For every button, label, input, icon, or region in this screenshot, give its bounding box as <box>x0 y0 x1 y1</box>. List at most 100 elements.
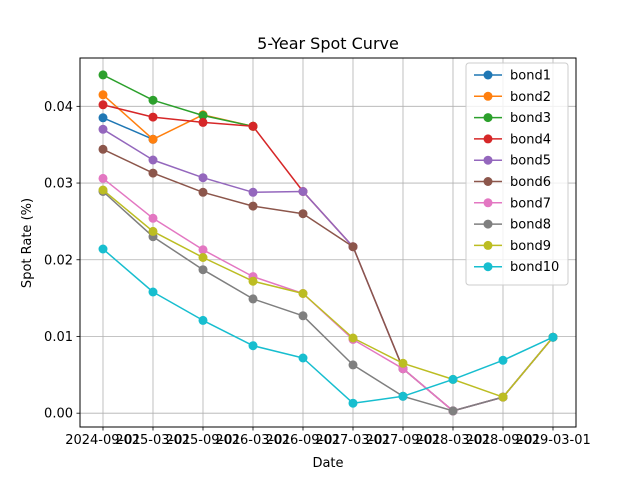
data-point <box>448 374 458 384</box>
legend-item-bond4: bond4 <box>474 132 551 147</box>
legend-marker <box>483 113 493 123</box>
data-point <box>148 168 158 178</box>
legend-item-bond10: bond10 <box>474 260 559 275</box>
series-bond10 <box>98 244 558 408</box>
data-point <box>148 95 158 105</box>
data-point <box>198 265 208 275</box>
legend-marker <box>483 198 493 208</box>
x-tick-label: 2025-03-01 <box>115 433 191 448</box>
legend-label: bond5 <box>510 154 551 169</box>
data-point <box>298 187 308 196</box>
series-line <box>102 189 554 398</box>
legend-label: bond3 <box>510 111 551 126</box>
legend-item-bond7: bond7 <box>474 196 551 211</box>
data-point <box>248 121 258 131</box>
y-tick-label: 0.01 <box>44 330 73 345</box>
legend-item-bond6: bond6 <box>474 175 551 190</box>
data-point <box>348 242 358 252</box>
legend-marker <box>483 219 493 229</box>
data-point <box>148 155 158 165</box>
legend-label: bond10 <box>510 260 559 275</box>
data-point <box>148 134 158 144</box>
data-point <box>548 332 558 342</box>
data-point <box>498 355 508 365</box>
legend-label: bond6 <box>510 175 551 190</box>
data-point <box>198 117 208 127</box>
series-line <box>102 248 554 404</box>
legend-marker <box>483 240 493 250</box>
data-point <box>298 209 308 219</box>
data-point <box>398 358 408 368</box>
y-axis-title: Spot Rate (%) <box>20 198 35 288</box>
legend-item-bond5: bond5 <box>474 154 551 169</box>
legend-marker <box>483 177 493 186</box>
data-point <box>448 406 458 416</box>
legend-marker <box>483 155 493 165</box>
legend-marker <box>483 91 493 101</box>
y-tick-label: 0.02 <box>44 253 73 268</box>
legend-label: bond9 <box>510 239 551 254</box>
legend-label: bond7 <box>510 196 551 211</box>
data-point <box>248 187 258 197</box>
data-point <box>298 353 308 363</box>
data-point <box>348 398 358 408</box>
data-point <box>348 333 358 343</box>
x-tick-label: 2028-03-01 <box>415 433 491 448</box>
y-tick-label: 0.03 <box>44 177 73 192</box>
data-point <box>248 276 258 286</box>
data-point <box>98 70 108 80</box>
series-line <box>102 74 254 128</box>
x-tick-label: 2026-03-01 <box>215 433 291 448</box>
legend-label: bond4 <box>510 132 551 147</box>
data-point <box>248 341 258 351</box>
data-point <box>398 391 408 401</box>
data-point <box>198 315 208 325</box>
legend-marker <box>483 134 493 144</box>
data-point <box>198 245 208 255</box>
legend-label: bond1 <box>510 69 551 84</box>
x-tick-label: 2027-09-01 <box>365 433 441 448</box>
series-line <box>102 190 554 412</box>
data-point <box>98 185 108 195</box>
plot-area-frame <box>79 57 577 428</box>
data-point <box>98 144 108 154</box>
data-point <box>98 244 108 254</box>
data-point <box>148 112 158 122</box>
data-point <box>298 289 308 298</box>
legend-label: bond8 <box>510 218 551 233</box>
legend-item-bond8: bond8 <box>474 218 551 233</box>
legend-label: bond2 <box>510 90 551 105</box>
data-point <box>98 173 108 183</box>
x-tick-label: 2026-09-01 <box>265 433 341 448</box>
x-tick-label: 2024-09-01 <box>65 433 141 448</box>
data-point <box>198 187 208 197</box>
x-tick-label: 2025-09-01 <box>165 433 241 448</box>
data-point <box>198 111 208 120</box>
legend-marker <box>483 70 493 80</box>
legend-item-bond1: bond1 <box>474 69 551 84</box>
data-point <box>148 287 158 297</box>
data-point <box>248 201 258 211</box>
data-point <box>348 360 358 370</box>
data-point <box>148 213 158 223</box>
y-tick-label: 0.00 <box>44 407 73 422</box>
data-point <box>98 90 108 100</box>
data-point <box>198 253 208 262</box>
data-point <box>148 226 158 236</box>
x-tick-label: 2027-03-01 <box>315 433 391 448</box>
data-point <box>98 113 108 123</box>
x-tick-label: 2029-03-01 <box>515 433 591 448</box>
legend: bond1 bond2 bond3 bond4 bond5 bond6 bond7 bond8… <box>465 62 569 286</box>
legend-item-bond3: bond3 <box>474 111 551 126</box>
data-point <box>298 311 308 321</box>
legend-marker <box>483 262 493 272</box>
data-point <box>198 173 208 183</box>
legend-item-bond9: bond9 <box>474 239 551 254</box>
x-tick-label: 2028-09-01 <box>465 433 541 448</box>
data-point <box>498 392 508 402</box>
data-point <box>98 124 108 134</box>
y-tick-label: 0.04 <box>44 100 73 115</box>
chart-title: 5-Year Spot Curve <box>257 34 399 53</box>
